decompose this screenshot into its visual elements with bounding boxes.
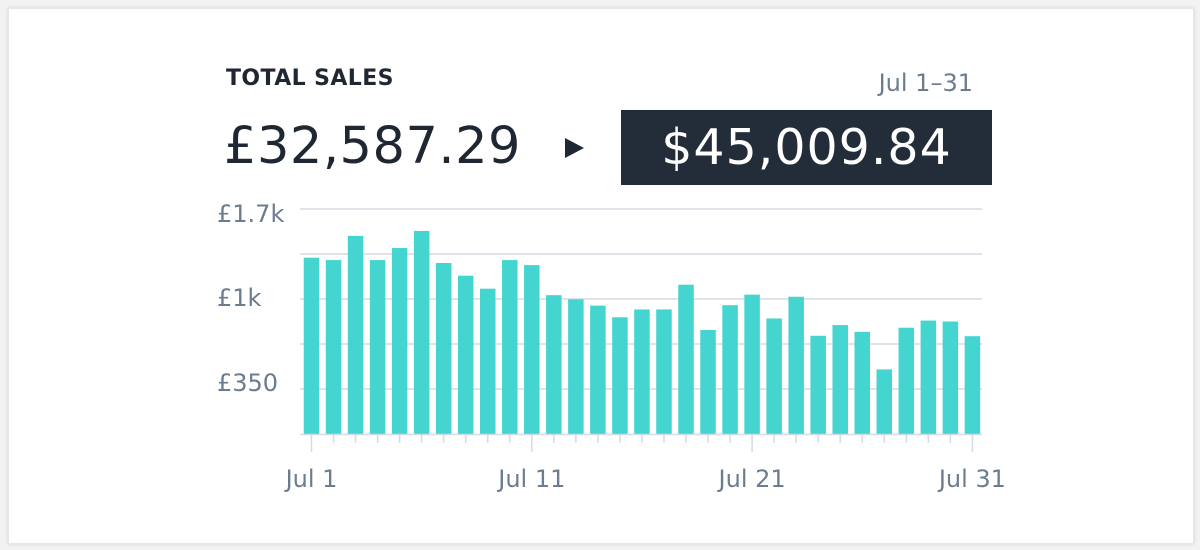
bar-3	[347, 235, 364, 434]
x-tick-label: Jul 11	[496, 465, 565, 493]
bar-9	[479, 288, 496, 434]
x-tick-label: Jul 1	[284, 465, 338, 493]
bar-20	[722, 305, 738, 434]
bar-14	[590, 305, 606, 434]
bar-18	[678, 284, 694, 434]
date-range-label: Jul 1–31	[878, 69, 973, 97]
total-amount-converted: $45,009.84	[621, 110, 992, 185]
bar-4	[369, 260, 386, 434]
bar-31	[964, 336, 981, 434]
bar-7	[435, 263, 452, 434]
bar-13	[568, 299, 584, 434]
card-title: TOTAL SALES	[226, 66, 394, 91]
bar-30	[942, 321, 959, 434]
bar-1	[303, 257, 320, 434]
bar-17	[656, 309, 672, 434]
bar-2	[325, 260, 342, 434]
bar-27	[876, 369, 893, 434]
bar-6	[413, 230, 430, 434]
bar-19	[700, 329, 716, 434]
bar-25	[832, 325, 848, 434]
bar-8	[457, 275, 474, 434]
y-tick-label: £350	[217, 369, 278, 397]
bar-12	[546, 295, 562, 434]
x-tick-label: Jul 21	[717, 465, 786, 493]
bar-22	[766, 318, 782, 434]
bar-11	[524, 265, 540, 434]
bar-21	[744, 294, 760, 434]
bar-5	[391, 248, 408, 434]
bar-23	[788, 296, 804, 434]
bar-24	[810, 335, 826, 434]
bar-16	[634, 309, 650, 434]
y-tick-label: £1.7k	[217, 200, 284, 228]
bar-29	[920, 320, 937, 434]
bar-28	[898, 327, 915, 434]
total-amount-original: £32,587.29	[224, 117, 522, 176]
bar-26	[854, 331, 870, 434]
bar-15	[612, 317, 628, 434]
y-tick-label: £1k	[217, 284, 262, 312]
right-arrow-icon	[565, 138, 584, 158]
sales-card: TOTAL SALES Jul 1–31 £32,587.29 $45,009.…	[8, 8, 1194, 544]
x-tick-label: Jul 31	[937, 465, 1006, 493]
bar-10	[502, 260, 518, 434]
